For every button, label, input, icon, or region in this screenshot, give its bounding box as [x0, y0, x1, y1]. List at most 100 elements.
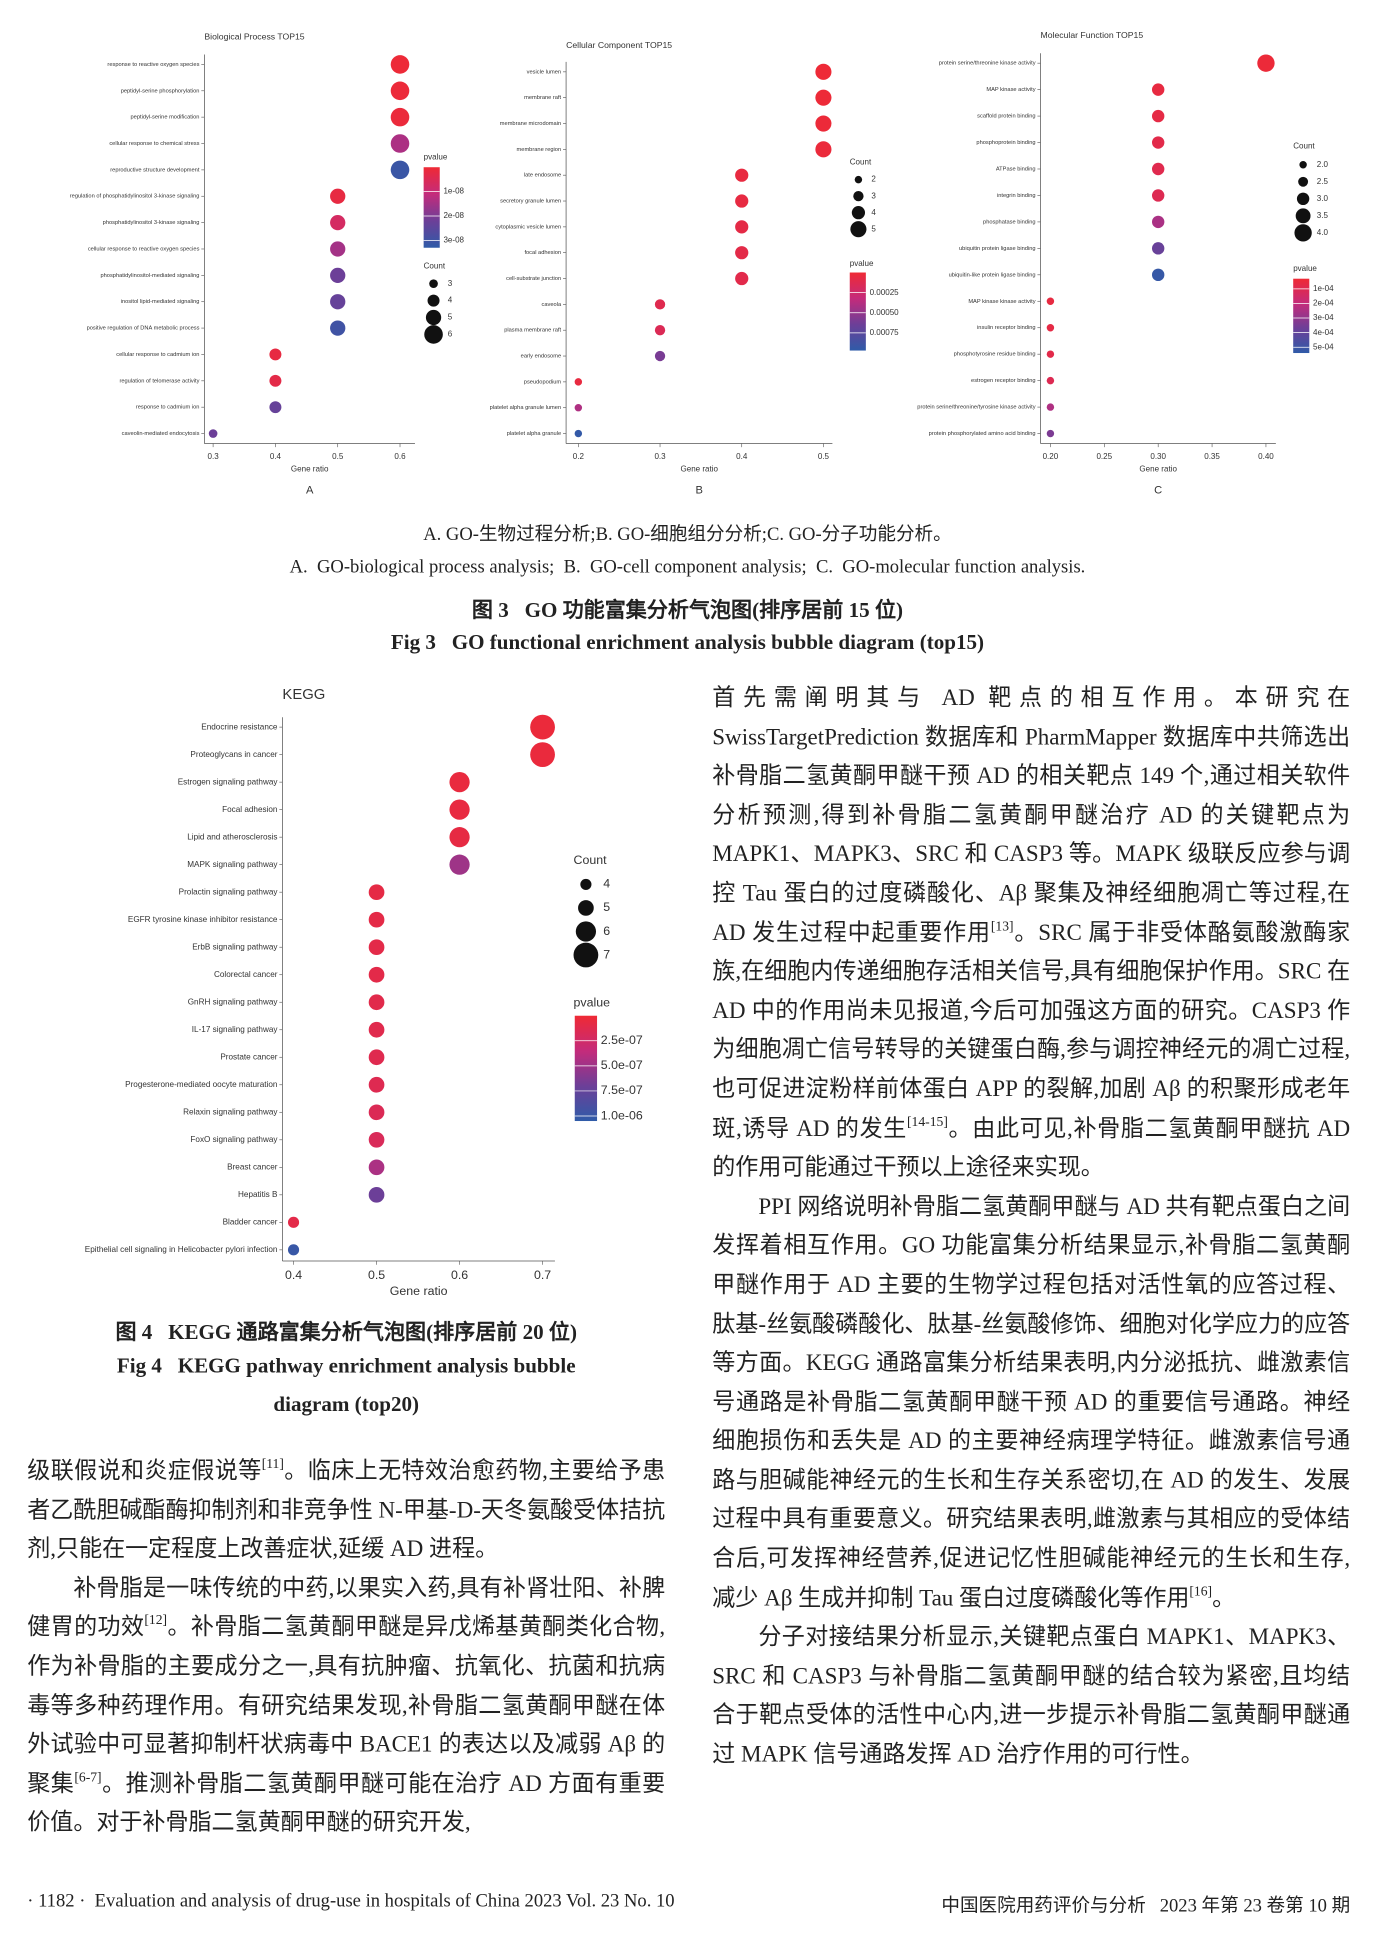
bubble: [1151, 83, 1165, 96]
legend-label: 2.5e-07: [601, 1033, 643, 1047]
text-run: 首先需阐明其与 AD 靶点的相互作用。本研究在 SwissTargetPredi…: [712, 685, 1351, 946]
bubble: [208, 429, 218, 438]
x-tick-label: 0.4: [270, 452, 282, 461]
legend-label: 5.0e-07: [601, 1058, 643, 1072]
colorbar: [1293, 278, 1310, 354]
legend-label: 3e-04: [1313, 313, 1334, 322]
panel-label: A: [306, 484, 314, 496]
y-tick-label: plasma membrane raft: [504, 328, 561, 334]
legend-label: 3.0: [1317, 194, 1329, 203]
legend-label: 7.5e-07: [601, 1083, 643, 1097]
legend-size-key: [427, 294, 440, 307]
bubble: [815, 141, 832, 158]
bubble: [368, 884, 385, 901]
legend-label: 2e-08: [443, 211, 464, 220]
chart-title: Cellular Component TOP15: [566, 40, 672, 50]
legend-label: 4: [871, 208, 876, 217]
legend-label: 7: [603, 947, 610, 961]
y-tick-label: Epithelial cell signaling in Helicobacte…: [85, 1245, 278, 1254]
x-tick-label: 0.40: [1258, 452, 1274, 461]
legend-label: 0.00050: [870, 308, 900, 317]
y-tick-label: platelet alpha granule lumen: [490, 405, 561, 411]
legend-label: 2: [871, 175, 876, 184]
y-tick-label: regulation of phosphatidylinositol 3-kin…: [70, 194, 200, 200]
legend-size-key: [424, 325, 443, 344]
y-tick-label: cellular response to reactive oxygen spe…: [88, 246, 200, 252]
chart-title: KEGG: [282, 687, 325, 703]
bubble: [390, 134, 410, 153]
text-run: 分子对接结果分析显示,关键靶点蛋白 MAPK1、MAPK3、SRC 和 CASP…: [712, 1624, 1351, 1768]
bubble: [574, 403, 583, 412]
y-tick-label: inositol lipid-mediated signaling: [121, 299, 200, 305]
y-tick-label: MAP kinase activity: [986, 87, 1035, 93]
citation: [11]: [261, 1456, 284, 1472]
y-tick-label: MAP kinase kinase activity: [968, 299, 1035, 305]
bubble: [1151, 189, 1165, 202]
y-tick-label: EGFR tyrosine kinase inhibitor resistanc…: [128, 915, 278, 924]
legend-label: 4: [603, 877, 610, 891]
x-tick-label: 0.5: [818, 452, 830, 461]
colorbar: [423, 167, 440, 248]
y-tick-label: GnRH signaling pathway: [188, 997, 279, 1006]
y-tick-label: membrane microdomain: [500, 121, 561, 127]
legend-size-key: [429, 279, 438, 288]
bubble: [269, 401, 282, 414]
legend-title: Count: [424, 261, 446, 270]
legend-label: 5: [603, 900, 610, 914]
y-tick-label: Relaxin signaling pathway: [183, 1107, 278, 1116]
caption-title-cn: 图 3 GO 功能富集分析气泡图(排序居前 15 位): [471, 598, 904, 622]
legend-label: 0.00025: [870, 288, 900, 297]
bubble: [735, 246, 749, 260]
x-tick-label: 0.3: [654, 452, 666, 461]
caption-sub-cn: A. GO-生物过程分析;B. GO-细胞组分分析;C. GO-分子功能分析。: [423, 525, 952, 546]
bubble: [368, 911, 385, 928]
x-axis-label: Gene ratio: [390, 1284, 448, 1298]
bubble: [330, 188, 346, 204]
bubble: [449, 772, 470, 793]
y-tick-label: Hepatitis B: [238, 1190, 278, 1199]
bubble: [735, 168, 749, 182]
x-tick-label: 0.3: [208, 452, 220, 461]
legend-label: 3.5: [1317, 211, 1329, 220]
legend-title: Count: [1293, 141, 1315, 150]
y-tick-label: Proteoglycans in cancer: [190, 750, 277, 759]
legend-title: Count: [574, 853, 608, 867]
paragraph: 首先需阐明其与 AD 靶点的相互作用。本研究在 SwissTargetPredi…: [712, 679, 1350, 1188]
bubble: [1151, 215, 1165, 229]
legend-label: 2.5: [1317, 177, 1329, 186]
bubble: [269, 348, 282, 361]
bubble: [815, 63, 832, 80]
bubble: [390, 55, 410, 74]
y-tick-label: Endocrine resistance: [201, 722, 278, 731]
caption-title-en: Fig 3 GO functional enrichment analysis …: [390, 630, 985, 655]
bubble: [330, 294, 346, 310]
bubble: [330, 320, 346, 336]
paragraph: 分子对接结果分析显示,关键靶点蛋白 MAPK1、MAPK3、SRC 和 CASP…: [712, 1618, 1350, 1775]
y-tick-label: MAPK signaling pathway: [187, 860, 278, 869]
x-axis-label: Gene ratio: [291, 465, 329, 474]
text-run: 。临床上无特效治愈药物,主要给予患者乙酰胆碱酯酶抑制剂和非竞争性 N-甲基-D-…: [27, 1457, 666, 1563]
y-tick-label: late endosome: [524, 173, 561, 179]
bubble: [368, 1049, 385, 1066]
y-tick-label: membrane region: [517, 147, 562, 153]
y-tick-label: vesicle lumen: [527, 69, 561, 75]
bubble: [1151, 242, 1165, 255]
legend-label: 6: [448, 330, 453, 339]
panel-label: C: [1154, 484, 1162, 496]
bubble: [530, 742, 555, 768]
bubble: [390, 107, 410, 127]
y-tick-label: peptidyl-serine modification: [131, 115, 200, 121]
citation: [13]: [990, 918, 1014, 934]
y-tick-label: ubiquitin protein ligase binding: [959, 246, 1036, 252]
footer-left: · 1182 · Evaluation and analysis of drug…: [27, 1891, 675, 1912]
bubble: [368, 1104, 385, 1121]
y-tick-label: FoxO signaling pathway: [190, 1135, 278, 1144]
chart-title: Molecular Function TOP15: [1041, 30, 1144, 40]
y-tick-label: membrane raft: [524, 95, 561, 101]
x-tick-label: 0.4: [285, 1268, 302, 1282]
bubble: [368, 1159, 385, 1176]
y-tick-label: insulin receptor binding: [977, 325, 1036, 331]
bubble: [287, 1216, 300, 1228]
bubble: [735, 220, 749, 234]
x-tick-label: 0.5: [332, 452, 344, 461]
